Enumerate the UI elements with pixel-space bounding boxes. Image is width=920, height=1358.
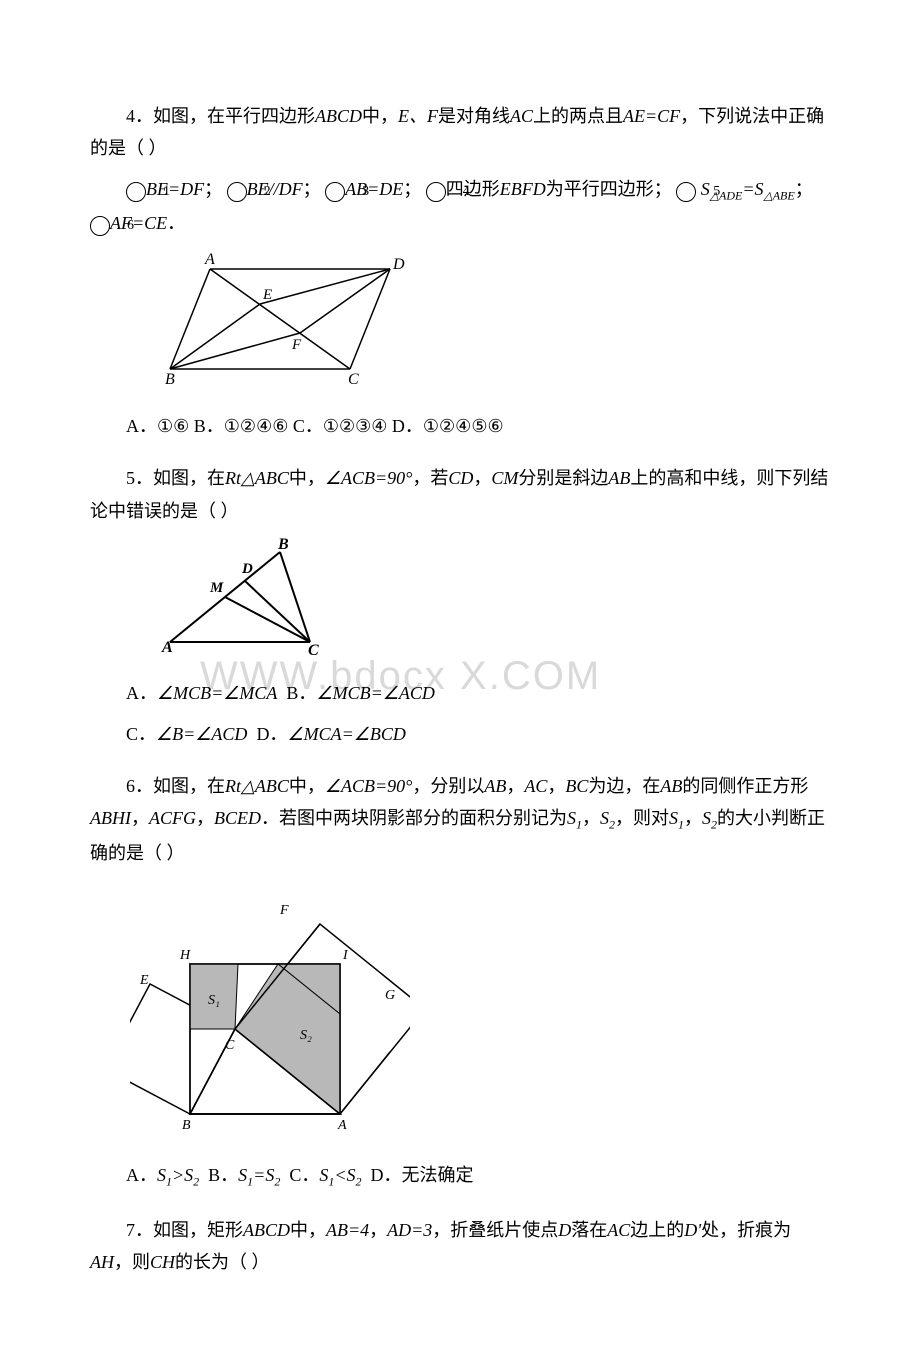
q5-options-row2: C．∠B=∠ACD D．∠MCA=∠BCD [90, 718, 830, 750]
q5-options-row1: A．∠MCB=∠MCA B．∠MCB=∠ACD [90, 677, 830, 709]
svg-text:A: A [337, 1118, 347, 1133]
svg-text:D: D [392, 256, 405, 273]
circled-4: 4 [426, 182, 446, 202]
q7-number: 7． [126, 1220, 153, 1240]
circled-2: 2 [227, 182, 247, 202]
svg-text:F: F [291, 337, 302, 353]
svg-text:H: H [179, 948, 191, 963]
svg-text:B: B [277, 537, 289, 553]
circled-3: 3 [325, 182, 345, 202]
question-4: 4．如图，在平行四边形ABCD中，E、F是对角线AC上的两点且AE=CF，下列说… [90, 100, 830, 442]
q4-number: 4． [126, 106, 153, 126]
q6-number: 6． [126, 776, 153, 796]
q7-stem: 7．如图，矩形ABCD中，AB=4，AD=3，折叠纸片使点D落在AC边上的D'处… [90, 1214, 830, 1279]
question-5: 5．如图，在Rt△ABC中，∠ACB=90°，若CD，CM分别是斜边AB上的高和… [90, 462, 830, 750]
svg-text:G: G [385, 988, 395, 1003]
q6-figure: A B C D E F G H I S₁ S₂ [130, 879, 830, 1149]
q5-number: 5． [126, 468, 153, 488]
svg-text:B: B [182, 1118, 191, 1133]
svg-text:I: I [342, 948, 349, 963]
circled-6: 6 [90, 216, 110, 236]
svg-text:F: F [279, 903, 289, 918]
q5-stem: 5．如图，在Rt△ABC中，∠ACB=90°，若CD，CM分别是斜边AB上的高和… [90, 462, 830, 527]
q5-figure: A C B M D [160, 537, 830, 667]
svg-text:D: D [241, 561, 253, 577]
svg-text:A: A [204, 251, 215, 268]
svg-text:E: E [262, 287, 272, 303]
svg-text:A: A [161, 639, 173, 656]
svg-text:M: M [209, 580, 224, 596]
q6-stem: 6．如图，在Rt△ABC中，∠ACB=90°，分别以AB，AC，BC为边，在AB… [90, 770, 830, 869]
q4-figure: A D B C E F [160, 249, 830, 399]
circled-1: 1 [126, 182, 146, 202]
svg-text:S₁: S₁ [208, 993, 220, 1008]
q6-options: A．S1>S2 B．S1=S2 C．S1<S2 D．无法确定 [90, 1159, 830, 1193]
svg-text:E: E [139, 973, 149, 988]
svg-text:C: C [225, 1038, 235, 1053]
q4-options: A．①⑥ B．①②④⑥ C．①②③④ D．①②④⑤⑥ [90, 410, 830, 442]
question-7: 7．如图，矩形ABCD中，AB=4，AD=3，折叠纸片使点D落在AC边上的D'处… [90, 1214, 830, 1279]
circled-5: 5 [676, 182, 696, 202]
q4-stem: 4．如图，在平行四边形ABCD中，E、F是对角线AC上的两点且AE=CF，下列说… [90, 100, 830, 165]
svg-text:S₂: S₂ [300, 1028, 312, 1043]
svg-text:C: C [308, 642, 319, 657]
document-content: 4．如图，在平行四边形ABCD中，E、F是对角线AC上的两点且AE=CF，下列说… [90, 100, 830, 1278]
svg-text:B: B [165, 371, 175, 388]
svg-text:C: C [348, 371, 359, 388]
question-6: 6．如图，在Rt△ABC中，∠ACB=90°，分别以AB，AC，BC为边，在AB… [90, 770, 830, 1194]
q4-statements: 1BE=DF； 2BE//DF； 3AB=DE； 4四边形EBFD为平行四边形；… [90, 173, 830, 240]
